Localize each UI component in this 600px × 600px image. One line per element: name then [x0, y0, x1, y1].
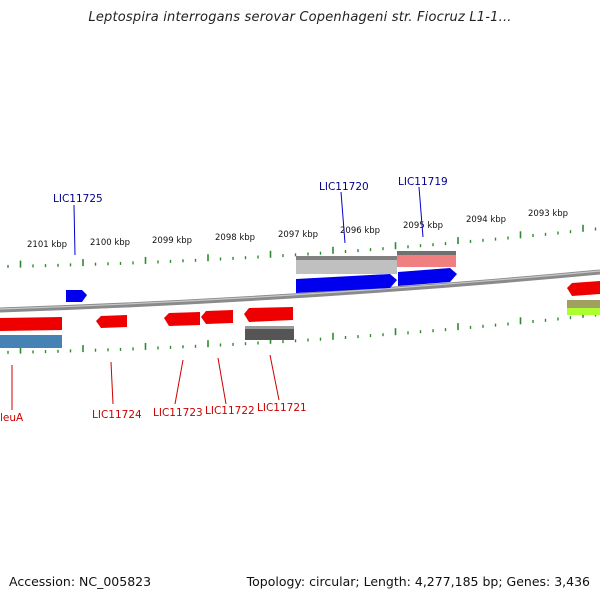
upper-tick-track — [7, 224, 597, 268]
genome-backbone-highlight — [0, 270, 600, 310]
tick-label-2096: 2096 kbp — [340, 226, 380, 236]
leader-line-LIC11721 — [269, 354, 280, 401]
genome-summary-text: Topology: circular; Length: 4,277,185 bp… — [246, 574, 590, 589]
gene-label-LIC11724[interactable]: LIC11724 — [92, 409, 142, 421]
map-title: Leptospira interrogans serovar Copenhage… — [88, 10, 512, 25]
tick-label-2099: 2099 kbp — [152, 236, 192, 246]
gene-label-LIC11722[interactable]: LIC11722 — [205, 405, 255, 417]
red-feature-right-edge — [567, 281, 600, 296]
tick-label-2094: 2094 kbp — [466, 215, 506, 225]
leader-line-LIC11720 — [340, 191, 346, 244]
gene-label-LIC11725[interactable]: LIC11725 — [53, 193, 103, 205]
gray-feature-upper-top — [296, 256, 397, 260]
darkgray-feature-lower — [245, 326, 294, 340]
gene-label-LIC11720[interactable]: LIC11720 — [319, 181, 369, 193]
tick-label-2097: 2097 kbp — [278, 230, 318, 240]
gene-leuA-arrow[interactable] — [0, 317, 62, 331]
leader-line-LIC11725 — [73, 204, 76, 256]
leader-line-LIC11719 — [418, 186, 424, 238]
accession-text: Accession: NC_005823 — [9, 574, 152, 589]
steelblue-feature-lower — [0, 335, 62, 348]
lower-tick-track — [7, 310, 597, 354]
gene-LIC11725-arrow[interactable] — [66, 290, 87, 302]
gene-LIC11722-arrow[interactable] — [201, 310, 233, 324]
tick-label-2101: 2101 kbp — [27, 240, 67, 250]
genome-backbone — [0, 269, 600, 313]
gene-LIC11724-arrow[interactable] — [96, 315, 127, 328]
gene-LIC11719-arrow[interactable] — [398, 268, 457, 286]
gene-label-LIC11721[interactable]: LIC11721 — [257, 402, 307, 414]
gene-LIC11721-arrow[interactable] — [244, 307, 293, 322]
leader-line-LIC11723 — [174, 359, 184, 405]
gene-label-LIC11719[interactable]: LIC11719 — [398, 176, 448, 188]
gene-LIC11723-arrow[interactable] — [164, 312, 200, 326]
lime-feature-right-edge — [567, 308, 600, 315]
tick-label-2098: 2098 kbp — [215, 233, 255, 243]
gene-LIC11720-arrow[interactable] — [296, 274, 397, 293]
tick-label-2095: 2095 kbp — [403, 221, 443, 231]
pink-feature-upper-top — [397, 251, 456, 255]
leader-line-LIC11724 — [110, 361, 114, 405]
tick-label-2093: 2093 kbp — [528, 209, 568, 219]
tick-label-2100: 2100 kbp — [90, 238, 130, 248]
gene-label-LIC11723[interactable]: LIC11723 — [153, 407, 203, 419]
gray-feature-upper — [296, 256, 397, 274]
leader-line-LIC11722 — [217, 357, 227, 405]
olive-feature-right-edge — [567, 300, 600, 308]
darkgray-feature-lower-top — [245, 326, 294, 329]
gene-label-leuA[interactable]: leuA — [0, 412, 24, 424]
